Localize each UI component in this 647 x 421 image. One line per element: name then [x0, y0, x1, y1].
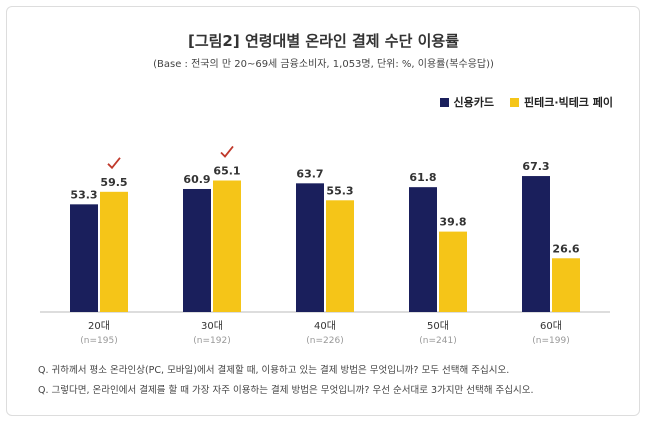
- survey-question-1: Q. 귀하께서 평소 온라인상(PC, 모바일)에서 결제할 때, 이용하고 있…: [38, 365, 510, 376]
- sample-size-label: (n=241): [419, 336, 456, 346]
- bar-40대-0: [296, 183, 324, 312]
- bar-60대-0: [522, 176, 550, 312]
- sample-size-label: (n=199): [532, 336, 569, 346]
- x-tick-label: 20대: [88, 320, 110, 332]
- data-label: 53.3: [70, 188, 97, 201]
- bar-50대-0: [409, 187, 437, 312]
- data-label: 63.7: [296, 167, 323, 180]
- legend-swatch: [510, 98, 520, 107]
- checkmark-icon: [107, 157, 121, 170]
- data-label: 65.1: [213, 164, 240, 177]
- bar-50대-1: [439, 231, 467, 312]
- data-label: 55.3: [326, 184, 353, 197]
- legend-swatch: [439, 98, 449, 107]
- survey-question-2: Q. 그렇다면, 온라인에서 결제를 할 때 가장 자주 이용하는 결제 방법은…: [38, 385, 534, 396]
- data-label: 59.5: [100, 176, 127, 189]
- checkmark-icon: [220, 145, 234, 158]
- bar-40대-1: [326, 200, 354, 312]
- bar-30대-0: [183, 188, 211, 312]
- data-label: 39.8: [439, 216, 466, 229]
- chart-subtitle: (Base : 전국의 만 20~69세 금융소비자, 1,053명, 단위: …: [153, 59, 494, 70]
- bar-60대-1: [552, 258, 580, 312]
- x-tick-label: 30대: [201, 320, 223, 332]
- x-tick-label: 50대: [427, 320, 449, 332]
- data-label: 61.8: [409, 171, 436, 184]
- legend-item-credit-card: 신용카드: [439, 94, 494, 110]
- legend: 신용카드 핀테크·빅테크 페이: [439, 94, 613, 110]
- data-label: 67.3: [522, 160, 549, 173]
- chart-title: [그림2] 연령대별 온라인 결제 수단 이용률: [187, 32, 460, 50]
- data-label: 26.6: [552, 242, 579, 255]
- sample-size-label: (n=195): [80, 336, 117, 346]
- bar-20대-0: [70, 204, 98, 312]
- sample-size-label: (n=192): [193, 336, 230, 346]
- x-tick-label: 40대: [314, 320, 336, 332]
- bar-30대-1: [213, 180, 241, 312]
- bar-20대-1: [100, 191, 128, 312]
- legend-item-fintech-pay: 핀테크·빅테크 페이: [510, 94, 613, 110]
- sample-size-label: (n=226): [306, 336, 343, 346]
- x-tick-label: 60대: [540, 320, 562, 332]
- data-label: 60.9: [183, 173, 210, 186]
